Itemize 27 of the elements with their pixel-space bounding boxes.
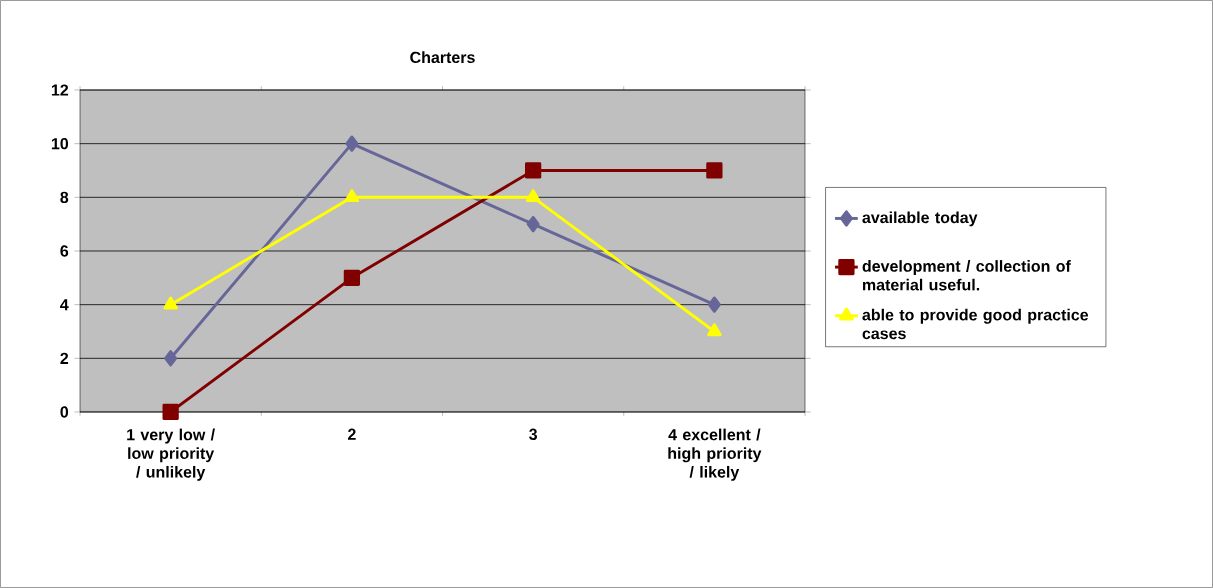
y-tick-label: 8: [60, 191, 69, 203]
point: [343, 269, 361, 286]
y-tick-label: 10: [51, 138, 69, 150]
point: [525, 189, 541, 203]
point: [706, 162, 723, 179]
point: [163, 296, 178, 310]
point: [344, 189, 360, 203]
y-tick-label: 12: [51, 84, 69, 96]
point: [526, 216, 540, 233]
chart-title: Charters: [410, 51, 475, 64]
x-tick-label: 2: [348, 428, 356, 440]
point: [345, 135, 359, 152]
y-tick-label: 6: [60, 245, 69, 257]
y-tick-label: 0: [60, 406, 69, 418]
point: [707, 323, 722, 337]
x-tick-label: 4 excellent / high priority / likely: [668, 428, 762, 481]
x-tick-label: 1 very low / low priority / unlikely: [127, 428, 215, 481]
legend-label: development / collection of material useful.: [862, 260, 1071, 291]
point: [707, 296, 721, 313]
point: [525, 162, 542, 179]
y-tick-label: 2: [60, 352, 69, 364]
legend-label: available today: [862, 211, 978, 227]
x-tick-label: 3: [529, 428, 538, 440]
point: [162, 403, 179, 421]
y-tick-label: 4: [60, 299, 69, 311]
point: [164, 350, 178, 367]
legend-label: able to provide good practice cases: [862, 308, 1089, 340]
